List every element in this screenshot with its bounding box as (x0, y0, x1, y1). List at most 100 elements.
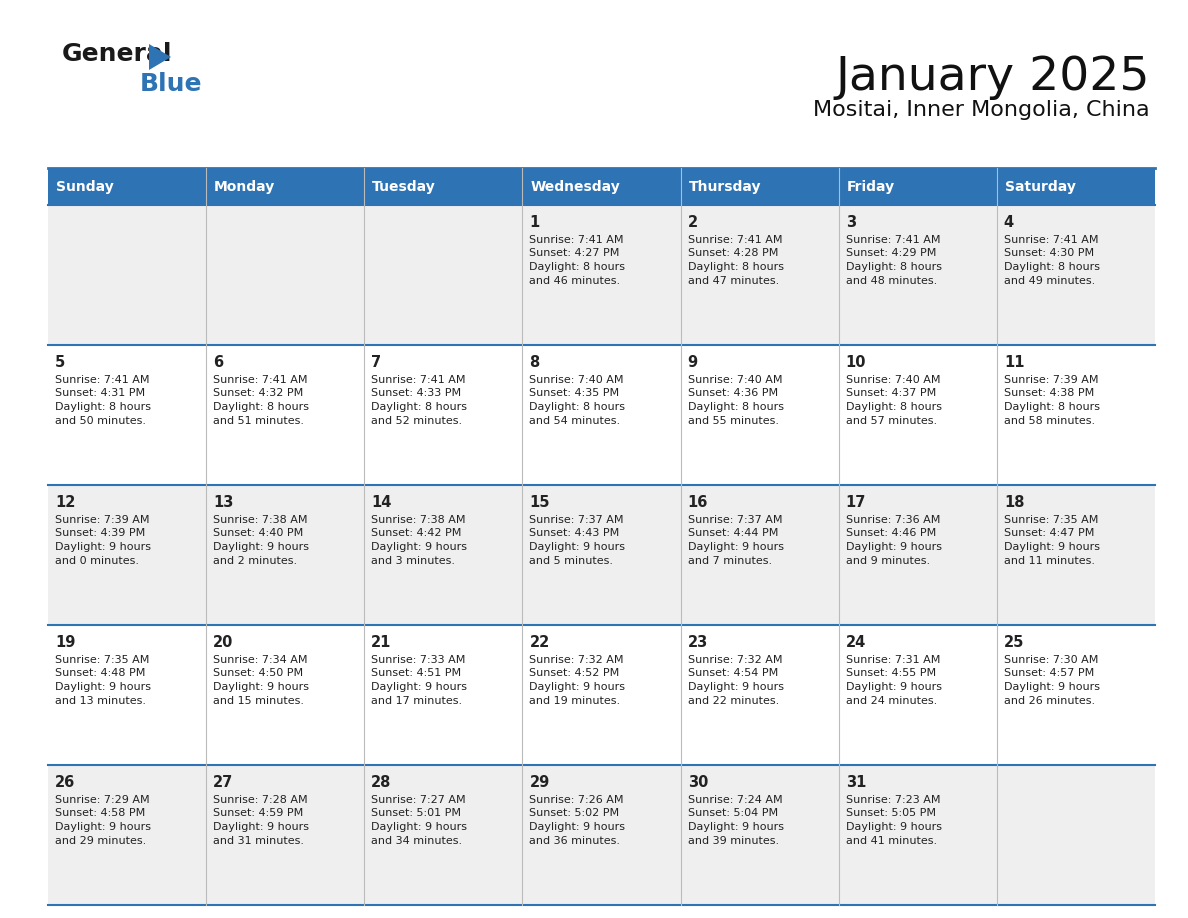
Text: Daylight: 9 hours: Daylight: 9 hours (846, 682, 942, 692)
Text: Sunrise: 7:40 AM: Sunrise: 7:40 AM (530, 375, 624, 385)
Text: 8: 8 (530, 355, 539, 370)
Text: and 36 minutes.: and 36 minutes. (530, 835, 620, 845)
Bar (523, 168, 681, 205)
Text: Saturday: Saturday (1005, 180, 1075, 194)
Text: Sunset: 4:29 PM: Sunset: 4:29 PM (846, 249, 936, 259)
Text: Daylight: 9 hours: Daylight: 9 hours (1004, 542, 1100, 552)
Text: Sunset: 4:40 PM: Sunset: 4:40 PM (213, 529, 303, 539)
Text: and 24 minutes.: and 24 minutes. (846, 696, 937, 706)
Text: 5: 5 (55, 355, 65, 370)
Text: 12: 12 (55, 495, 75, 510)
Text: 10: 10 (846, 355, 866, 370)
Bar (48, 205, 207, 345)
Text: 6: 6 (213, 355, 223, 370)
Text: and 49 minutes.: and 49 minutes. (1004, 275, 1095, 285)
Text: Sunset: 5:02 PM: Sunset: 5:02 PM (530, 809, 620, 819)
Bar (365, 205, 523, 345)
Text: 22: 22 (530, 635, 550, 650)
Bar (207, 485, 365, 625)
Text: Sunrise: 7:41 AM: Sunrise: 7:41 AM (846, 235, 940, 245)
Text: Sunset: 4:57 PM: Sunset: 4:57 PM (1004, 668, 1094, 678)
Text: Daylight: 9 hours: Daylight: 9 hours (530, 682, 625, 692)
Text: Daylight: 9 hours: Daylight: 9 hours (530, 822, 625, 832)
Text: Sunrise: 7:28 AM: Sunrise: 7:28 AM (213, 795, 308, 805)
Bar (365, 625, 523, 765)
Text: Daylight: 8 hours: Daylight: 8 hours (530, 262, 625, 272)
Text: Sunrise: 7:36 AM: Sunrise: 7:36 AM (846, 515, 940, 525)
Text: Sunrise: 7:40 AM: Sunrise: 7:40 AM (688, 375, 782, 385)
Bar (997, 485, 1155, 625)
Text: Sunrise: 7:41 AM: Sunrise: 7:41 AM (213, 375, 308, 385)
Bar (839, 168, 997, 205)
Text: and 46 minutes.: and 46 minutes. (530, 275, 620, 285)
Text: Sunset: 4:32 PM: Sunset: 4:32 PM (213, 388, 303, 398)
Text: and 50 minutes.: and 50 minutes. (55, 416, 146, 426)
Bar (839, 345, 997, 485)
Text: 31: 31 (846, 775, 866, 790)
Bar (207, 168, 365, 205)
Text: Sunrise: 7:27 AM: Sunrise: 7:27 AM (372, 795, 466, 805)
Text: Sunrise: 7:29 AM: Sunrise: 7:29 AM (55, 795, 150, 805)
Text: Sunrise: 7:26 AM: Sunrise: 7:26 AM (530, 795, 624, 805)
Text: Sunset: 4:48 PM: Sunset: 4:48 PM (55, 668, 145, 678)
Text: 1: 1 (530, 215, 539, 230)
Text: General: General (62, 42, 172, 66)
Text: Sunday: Sunday (56, 180, 114, 194)
Text: 14: 14 (372, 495, 392, 510)
Bar (48, 485, 207, 625)
Text: Sunset: 4:44 PM: Sunset: 4:44 PM (688, 529, 778, 539)
Text: 30: 30 (688, 775, 708, 790)
Text: Sunset: 4:59 PM: Sunset: 4:59 PM (213, 809, 303, 819)
Bar (207, 345, 365, 485)
Text: Sunrise: 7:37 AM: Sunrise: 7:37 AM (688, 515, 782, 525)
Text: Daylight: 8 hours: Daylight: 8 hours (1004, 402, 1100, 412)
Text: Daylight: 8 hours: Daylight: 8 hours (372, 402, 467, 412)
Text: Daylight: 8 hours: Daylight: 8 hours (55, 402, 151, 412)
Text: Sunrise: 7:31 AM: Sunrise: 7:31 AM (846, 655, 940, 665)
Text: 9: 9 (688, 355, 697, 370)
Text: Sunrise: 7:39 AM: Sunrise: 7:39 AM (1004, 375, 1099, 385)
Text: and 19 minutes.: and 19 minutes. (530, 696, 620, 706)
Text: Sunset: 4:38 PM: Sunset: 4:38 PM (1004, 388, 1094, 398)
Text: and 48 minutes.: and 48 minutes. (846, 275, 937, 285)
Text: Wednesday: Wednesday (530, 180, 620, 194)
Bar (839, 765, 997, 905)
Text: and 17 minutes.: and 17 minutes. (372, 696, 462, 706)
Bar (523, 205, 681, 345)
Text: and 55 minutes.: and 55 minutes. (688, 416, 778, 426)
Bar (523, 345, 681, 485)
Bar (523, 765, 681, 905)
Text: and 26 minutes.: and 26 minutes. (1004, 696, 1095, 706)
Text: Sunset: 4:37 PM: Sunset: 4:37 PM (846, 388, 936, 398)
Text: Sunset: 5:05 PM: Sunset: 5:05 PM (846, 809, 936, 819)
Text: Daylight: 8 hours: Daylight: 8 hours (688, 262, 784, 272)
Text: Sunrise: 7:40 AM: Sunrise: 7:40 AM (846, 375, 940, 385)
Text: Daylight: 9 hours: Daylight: 9 hours (688, 542, 784, 552)
Text: Sunset: 4:54 PM: Sunset: 4:54 PM (688, 668, 778, 678)
Text: Sunrise: 7:30 AM: Sunrise: 7:30 AM (1004, 655, 1098, 665)
Text: Daylight: 9 hours: Daylight: 9 hours (372, 682, 467, 692)
Bar (365, 765, 523, 905)
Text: and 47 minutes.: and 47 minutes. (688, 275, 779, 285)
Text: Sunrise: 7:35 AM: Sunrise: 7:35 AM (1004, 515, 1098, 525)
Text: 2: 2 (688, 215, 697, 230)
Text: Sunrise: 7:37 AM: Sunrise: 7:37 AM (530, 515, 624, 525)
Text: and 51 minutes.: and 51 minutes. (213, 416, 304, 426)
Text: Sunset: 4:30 PM: Sunset: 4:30 PM (1004, 249, 1094, 259)
Text: and 22 minutes.: and 22 minutes. (688, 696, 779, 706)
Text: Daylight: 8 hours: Daylight: 8 hours (1004, 262, 1100, 272)
Text: Daylight: 9 hours: Daylight: 9 hours (55, 822, 151, 832)
Text: and 52 minutes.: and 52 minutes. (372, 416, 462, 426)
Text: Friday: Friday (847, 180, 895, 194)
Bar (48, 168, 207, 205)
Text: Thursday: Thursday (689, 180, 762, 194)
Text: 28: 28 (372, 775, 392, 790)
Text: Sunrise: 7:41 AM: Sunrise: 7:41 AM (372, 375, 466, 385)
Text: and 3 minutes.: and 3 minutes. (372, 555, 455, 565)
Text: Sunset: 5:01 PM: Sunset: 5:01 PM (372, 809, 461, 819)
Text: and 7 minutes.: and 7 minutes. (688, 555, 772, 565)
Text: Mositai, Inner Mongolia, China: Mositai, Inner Mongolia, China (814, 100, 1150, 120)
Text: Sunset: 4:52 PM: Sunset: 4:52 PM (530, 668, 620, 678)
Text: Sunset: 4:51 PM: Sunset: 4:51 PM (372, 668, 461, 678)
Text: 24: 24 (846, 635, 866, 650)
